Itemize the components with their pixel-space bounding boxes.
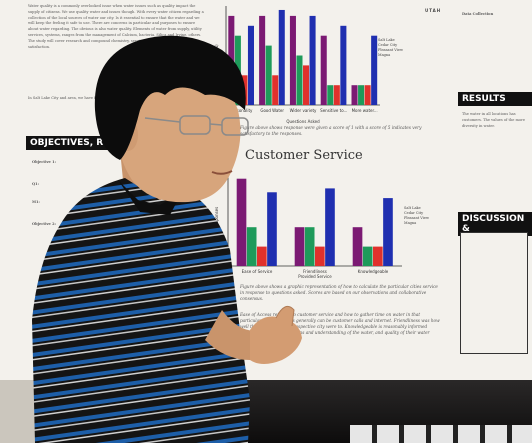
chart-bar xyxy=(315,246,325,266)
question-1-label: Q1: xyxy=(32,182,39,186)
chart-bar xyxy=(358,85,365,105)
chart-bar xyxy=(340,25,347,105)
chart-bar xyxy=(309,15,316,105)
chart-bar xyxy=(294,227,305,266)
chart-bar xyxy=(278,9,285,106)
chart-2-legend: Salt Lake Cedar City Pleasant View Magna xyxy=(404,206,438,226)
x-tick-label: Friendliness xyxy=(303,269,327,274)
chart-bar xyxy=(383,198,393,266)
chart-bar xyxy=(236,178,247,266)
chart-bar xyxy=(327,85,334,105)
chart-bar xyxy=(304,227,315,266)
data-collection-label: Data Collection xyxy=(462,12,494,16)
chart-bar xyxy=(272,75,279,105)
chart-bar xyxy=(247,25,254,105)
chart-bar xyxy=(333,85,340,105)
shirt-collar xyxy=(118,180,182,215)
chart-bar xyxy=(352,227,363,266)
window-blinds xyxy=(350,425,532,443)
hand xyxy=(250,316,302,364)
chart-bar xyxy=(371,35,378,106)
x-tick-label: Knowledgeable xyxy=(358,269,389,274)
x-axis-label: Questions Asked xyxy=(286,119,320,124)
legend-item: Salt Lake xyxy=(378,38,395,42)
method-1-label: M1: xyxy=(32,200,40,204)
chart-bar xyxy=(289,15,296,105)
chart-1-caption: Figure above shows response were given a… xyxy=(240,125,422,136)
chart-bar xyxy=(257,246,267,266)
chart-bar xyxy=(373,246,383,266)
mouth xyxy=(211,170,233,175)
chart-bar xyxy=(265,45,272,105)
chart-bar xyxy=(296,55,303,105)
chart-bar xyxy=(267,192,277,266)
chart-bar xyxy=(259,15,266,105)
discussion-box xyxy=(460,232,528,354)
intro-text: Water quality is a commonly overlooked i… xyxy=(28,4,204,49)
x-tick-label: Ease of Service xyxy=(242,269,273,274)
chart-bar xyxy=(351,85,358,105)
chart-bar xyxy=(364,85,371,105)
x-tick-label: Sensitive to... xyxy=(320,108,347,113)
chart-2-caption: Figure above shows a graphic representat… xyxy=(240,284,438,301)
hair xyxy=(94,35,246,160)
glasses xyxy=(144,115,249,136)
x-tick-label: Wider variety xyxy=(290,108,317,113)
chart-bar xyxy=(325,188,335,266)
legend-item: Pleasant View xyxy=(404,216,429,220)
chart-2-title: Customer Service xyxy=(245,148,363,163)
intro-text-2: In Salt Lake City and area, we have fres… xyxy=(28,96,125,100)
legend-item: Cedar City xyxy=(378,43,398,47)
legend-item: Magna xyxy=(404,221,417,225)
forearm xyxy=(205,310,262,360)
x-axis-label: Provided Service xyxy=(298,274,332,279)
legend-item: Magna xyxy=(378,53,391,57)
legend-item: Salt Lake xyxy=(404,206,421,210)
y-axis-label: Responses xyxy=(214,207,219,228)
chart-bar xyxy=(246,227,257,266)
results-text: The water in all locations has customers… xyxy=(462,112,525,128)
x-tick-label: Good Water xyxy=(260,108,284,113)
x-tick-label: Personality xyxy=(230,108,253,113)
university-tag: UTAH xyxy=(425,8,442,13)
legend-item: Cedar City xyxy=(404,211,424,215)
x-tick-label: More water... xyxy=(352,108,378,113)
chart-1-legend: Salt Lake Cedar City Pleasant View Magna xyxy=(378,38,410,58)
chart-bar xyxy=(303,65,310,105)
chart-2: Ease of Service Friendliness Knowledgeable… xyxy=(214,169,402,279)
legend-item: Pleasant View xyxy=(378,48,403,52)
chart-bar xyxy=(320,35,327,106)
objective-2-label: Objective 2: xyxy=(32,222,56,226)
results-header: RESULTS xyxy=(458,92,532,106)
wall xyxy=(0,380,40,443)
objective-1-label: Objective 1: xyxy=(32,160,56,164)
chart-bar xyxy=(362,246,373,266)
finger xyxy=(275,305,295,327)
striped-shirt xyxy=(32,178,250,443)
